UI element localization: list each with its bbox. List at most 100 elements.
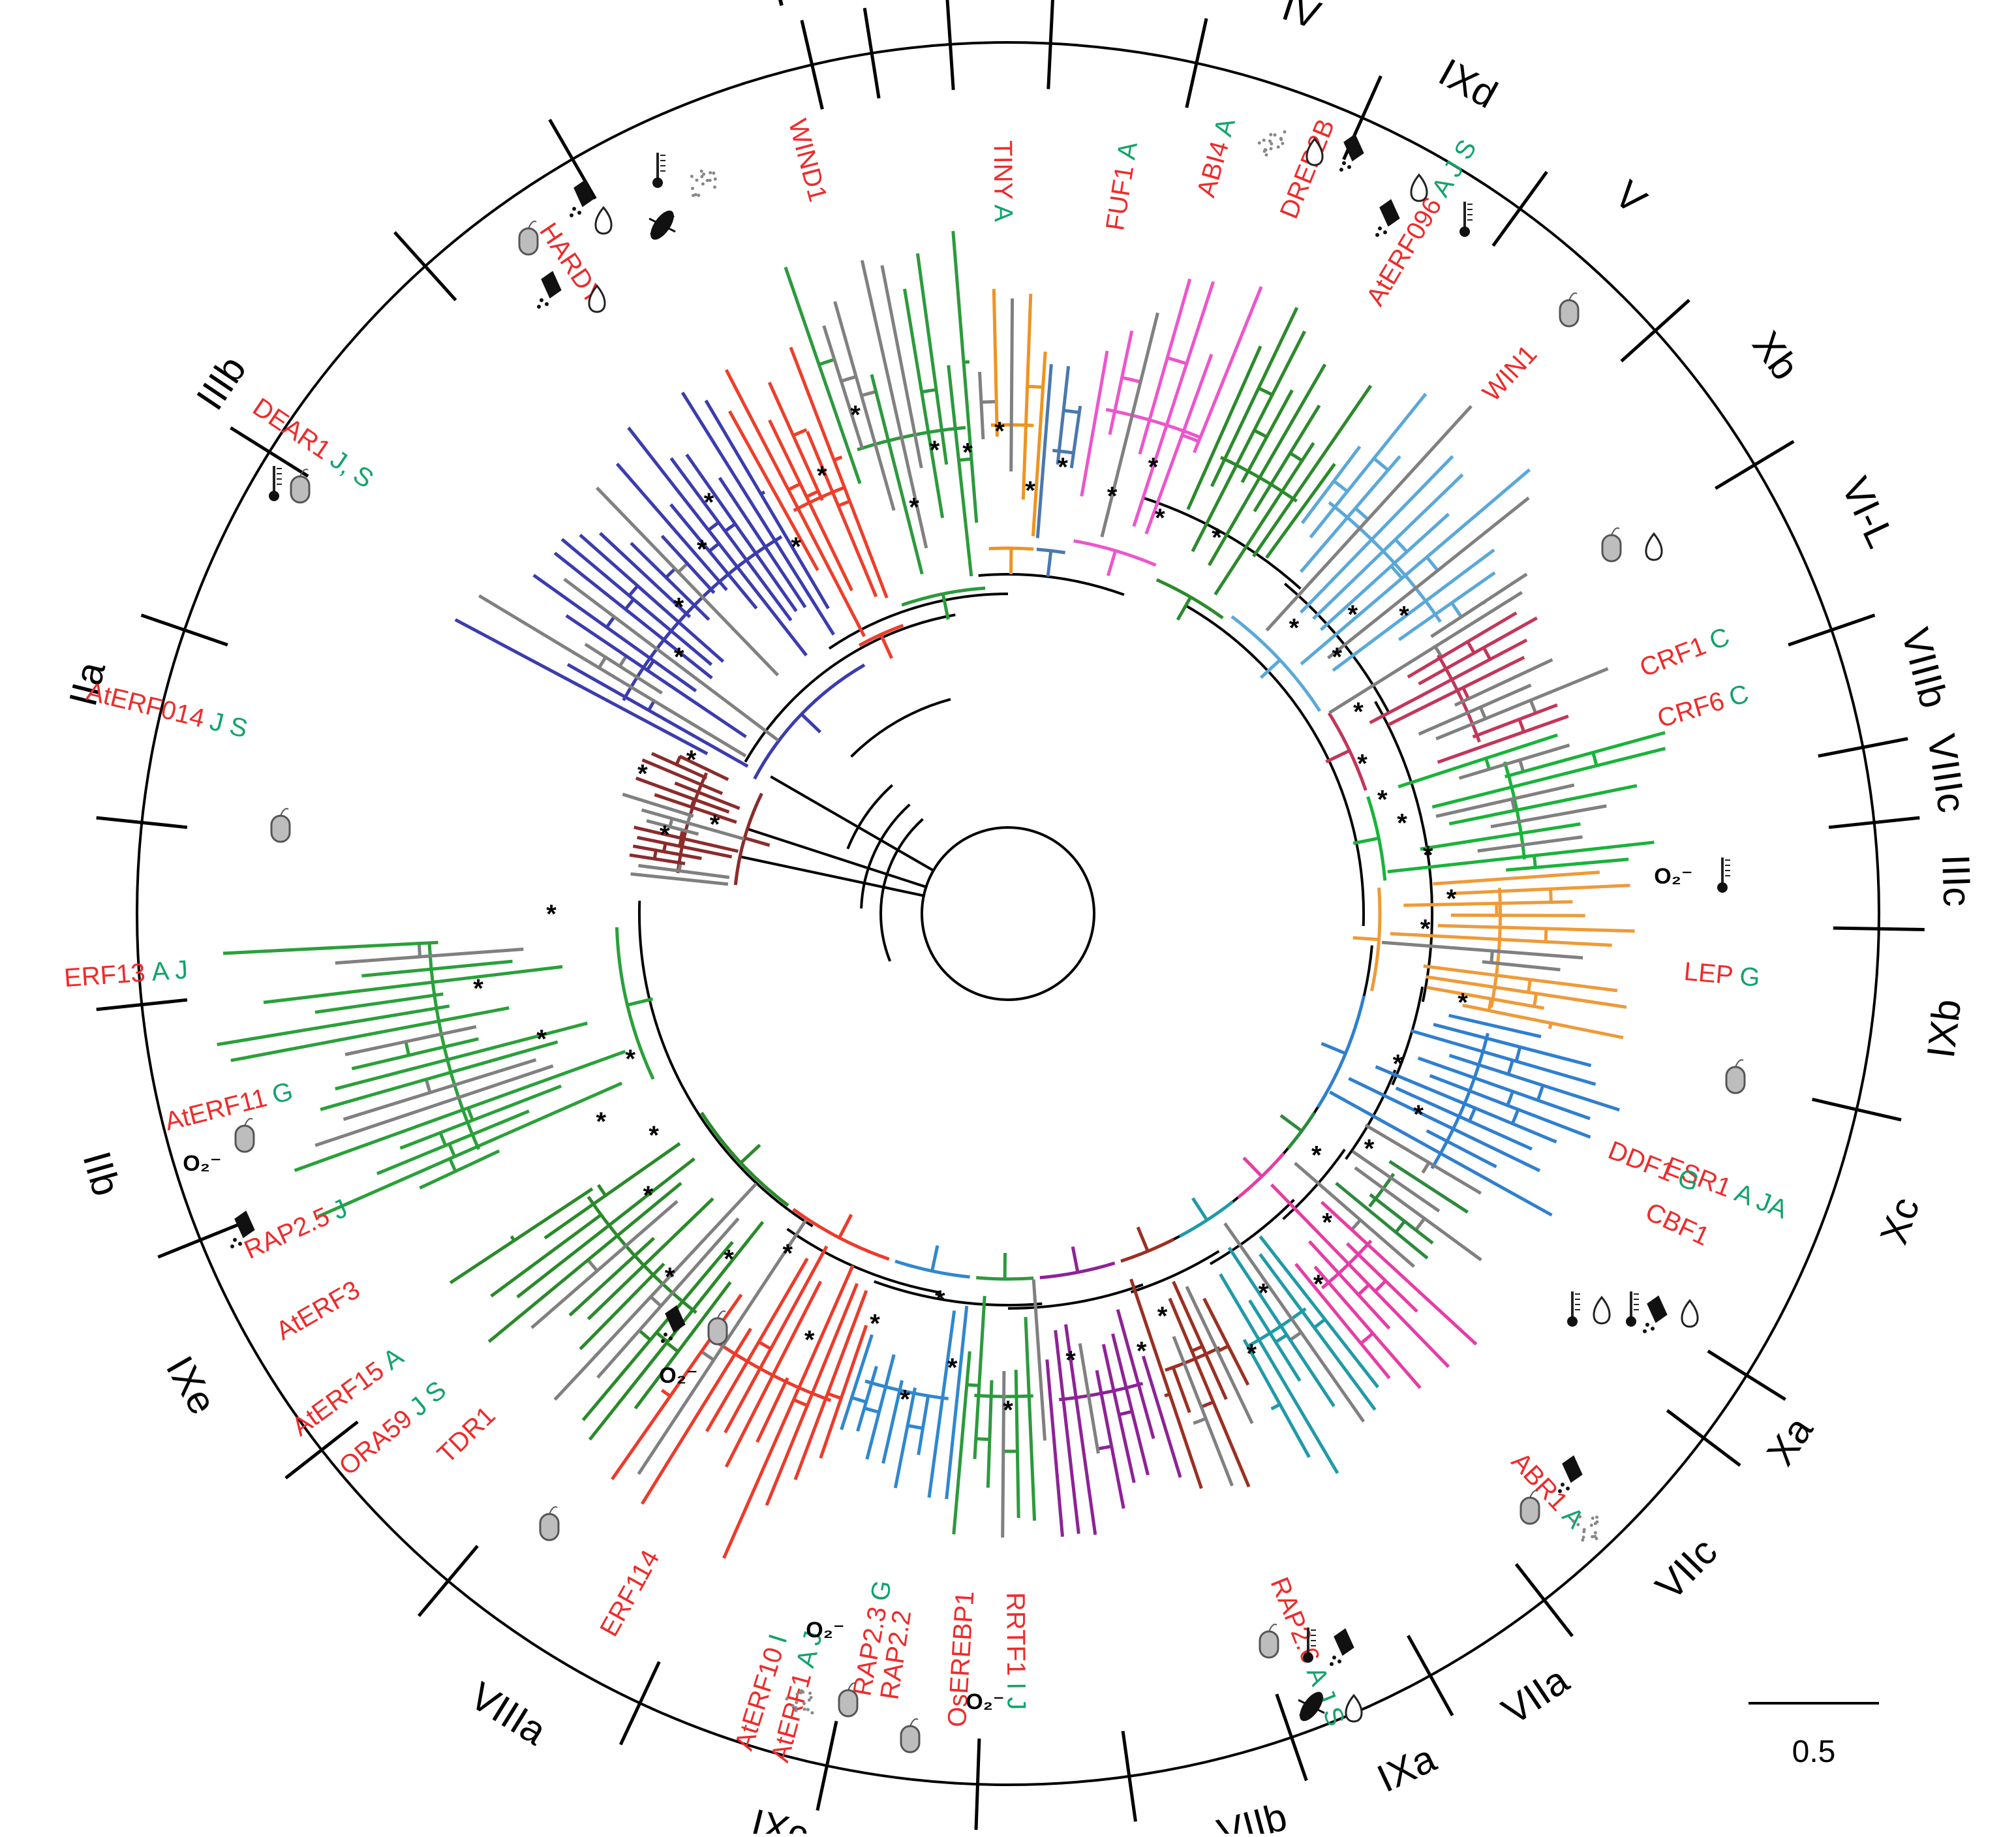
gene-name: RRTF1 <box>1001 1592 1031 1676</box>
bootstrap-star: * <box>1003 1396 1013 1425</box>
tree-leaf-branch <box>318 1083 622 1217</box>
gene-evidence: I J <box>1002 1682 1031 1710</box>
clade-divider <box>817 1721 836 1810</box>
tree-root-circle <box>922 827 1094 1000</box>
clade-label: IXc <box>747 1800 812 1834</box>
clade-stem <box>1353 938 1379 940</box>
tree-leaf-branch <box>1420 824 1581 850</box>
clade-divider <box>1516 1564 1572 1636</box>
tree-leaf-branch <box>1438 925 1635 931</box>
tree-node-arc <box>666 569 675 578</box>
bootstrap-star: * <box>1458 989 1468 1017</box>
gene-name: AtERF096 <box>1360 193 1447 311</box>
tree-node-arc <box>1259 388 1272 395</box>
tree-leaf-branch <box>1398 735 1557 786</box>
bootstrap-star: * <box>930 436 940 465</box>
gene-name: CRF6 <box>1654 687 1728 733</box>
tree-leaf-branch <box>1058 366 1069 465</box>
thermometer-icon <box>269 466 282 501</box>
bootstrap-star: * <box>710 810 720 839</box>
bootstrap-star: * <box>674 593 684 621</box>
gene-label: DDF1G <box>1604 1135 1703 1197</box>
gene-label: TINYA <box>988 140 1018 223</box>
thermometer-icon <box>1459 202 1473 237</box>
gene-evidence: I <box>763 1631 793 1646</box>
clade-label: IV <box>1277 0 1326 37</box>
clade-stem <box>1326 750 1349 762</box>
tree-leaf-branch <box>1253 386 1371 557</box>
clade-divider <box>1048 0 1053 89</box>
tree-node-arc <box>679 564 688 572</box>
tree-leaf-branch <box>1272 1184 1449 1366</box>
tree-node-arc <box>1416 1218 1424 1230</box>
bootstrap-star: * <box>1397 809 1407 838</box>
tree-leaf-branch <box>636 778 729 812</box>
tree-node-arc <box>1480 707 1486 719</box>
tree-leaf-branch <box>1424 966 1617 991</box>
tree-leaf-branch <box>568 664 748 766</box>
clade-stem <box>1321 1043 1345 1053</box>
tree-leaf-branch <box>1173 1282 1226 1400</box>
tree-node-arc <box>1290 453 1302 461</box>
clade-label: IIIc <box>1934 854 1979 907</box>
superoxide-label: O₂⁻ <box>183 1151 222 1176</box>
tree-node-arc <box>1529 980 1531 993</box>
clade-label: VIIc <box>1647 1530 1726 1609</box>
tree-leaf-branch <box>345 1027 476 1055</box>
bootstrap-star: * <box>686 745 697 774</box>
gene-label: CBF1 <box>1642 1197 1714 1251</box>
tree-leaf-branch <box>1506 859 1628 870</box>
gene-evidence: G <box>269 1077 296 1109</box>
tree-leaf-branch <box>724 1265 853 1558</box>
clade-stem <box>1073 1246 1078 1272</box>
clade-divider <box>142 615 228 645</box>
tree-leaf-branch <box>1454 886 1630 893</box>
gene-label: WIND1 <box>783 116 832 205</box>
gene-evidence: J S <box>404 1376 451 1422</box>
gene-evidence: A J S <box>1426 134 1482 202</box>
bootstrap-star: * <box>900 1385 910 1413</box>
tree-leaf-branch <box>344 1060 536 1119</box>
backbone-arc <box>639 901 813 1226</box>
tree-node-arc <box>1423 1163 1429 1173</box>
tree-node-arc <box>1201 1402 1213 1407</box>
tree-node-arc <box>981 401 996 402</box>
bootstrap-star: * <box>643 1181 654 1210</box>
tree-leaf-branch <box>953 231 977 523</box>
gene-evidence: A JA <box>1731 1178 1792 1224</box>
tree-node-arc <box>1520 760 1523 772</box>
tree-node-arc <box>1374 459 1388 471</box>
tree-node-arc <box>1512 1109 1518 1124</box>
bootstrap-star: * <box>791 533 801 561</box>
salt-shaker-icon <box>570 179 598 217</box>
outer-ring-circle <box>137 42 1879 1785</box>
tree-node-arc <box>651 1297 662 1306</box>
microbe-icon <box>236 1119 254 1152</box>
tree-node-arc <box>1396 540 1407 552</box>
bootstrap-star: * <box>817 461 827 490</box>
clade-label: IIIb <box>188 348 254 418</box>
tree-node-arc <box>626 599 634 609</box>
tree-node-arc <box>1192 1346 1202 1351</box>
tree-leaf-branch <box>1403 902 1572 905</box>
gene-name: RAP2.5 <box>240 1201 334 1264</box>
scale-bar-label: 0.5 <box>1792 1735 1836 1769</box>
tree-node-arc <box>1593 752 1596 765</box>
bootstrap-star: * <box>649 1121 659 1150</box>
tree-node-arc <box>1469 1108 1475 1121</box>
tree-leaf-branch <box>980 372 983 439</box>
bootstrap-star: * <box>665 1263 675 1291</box>
tree-leaf-branch <box>919 1396 928 1455</box>
clade-label: I <box>768 0 789 15</box>
clade-divider <box>1408 1635 1452 1715</box>
bootstrap-star: * <box>962 439 973 467</box>
tree-leaf-branch <box>1047 1359 1063 1537</box>
tree-node-arc <box>834 457 842 460</box>
tree-leaf-branch <box>1491 806 1606 827</box>
bootstrap-star: * <box>935 1286 945 1314</box>
clade-label: VIIb <box>1213 1795 1291 1834</box>
tree-leaf-branch <box>420 1151 499 1188</box>
tree-node-arc <box>1361 1333 1373 1343</box>
tree-node-arc <box>1028 386 1043 387</box>
